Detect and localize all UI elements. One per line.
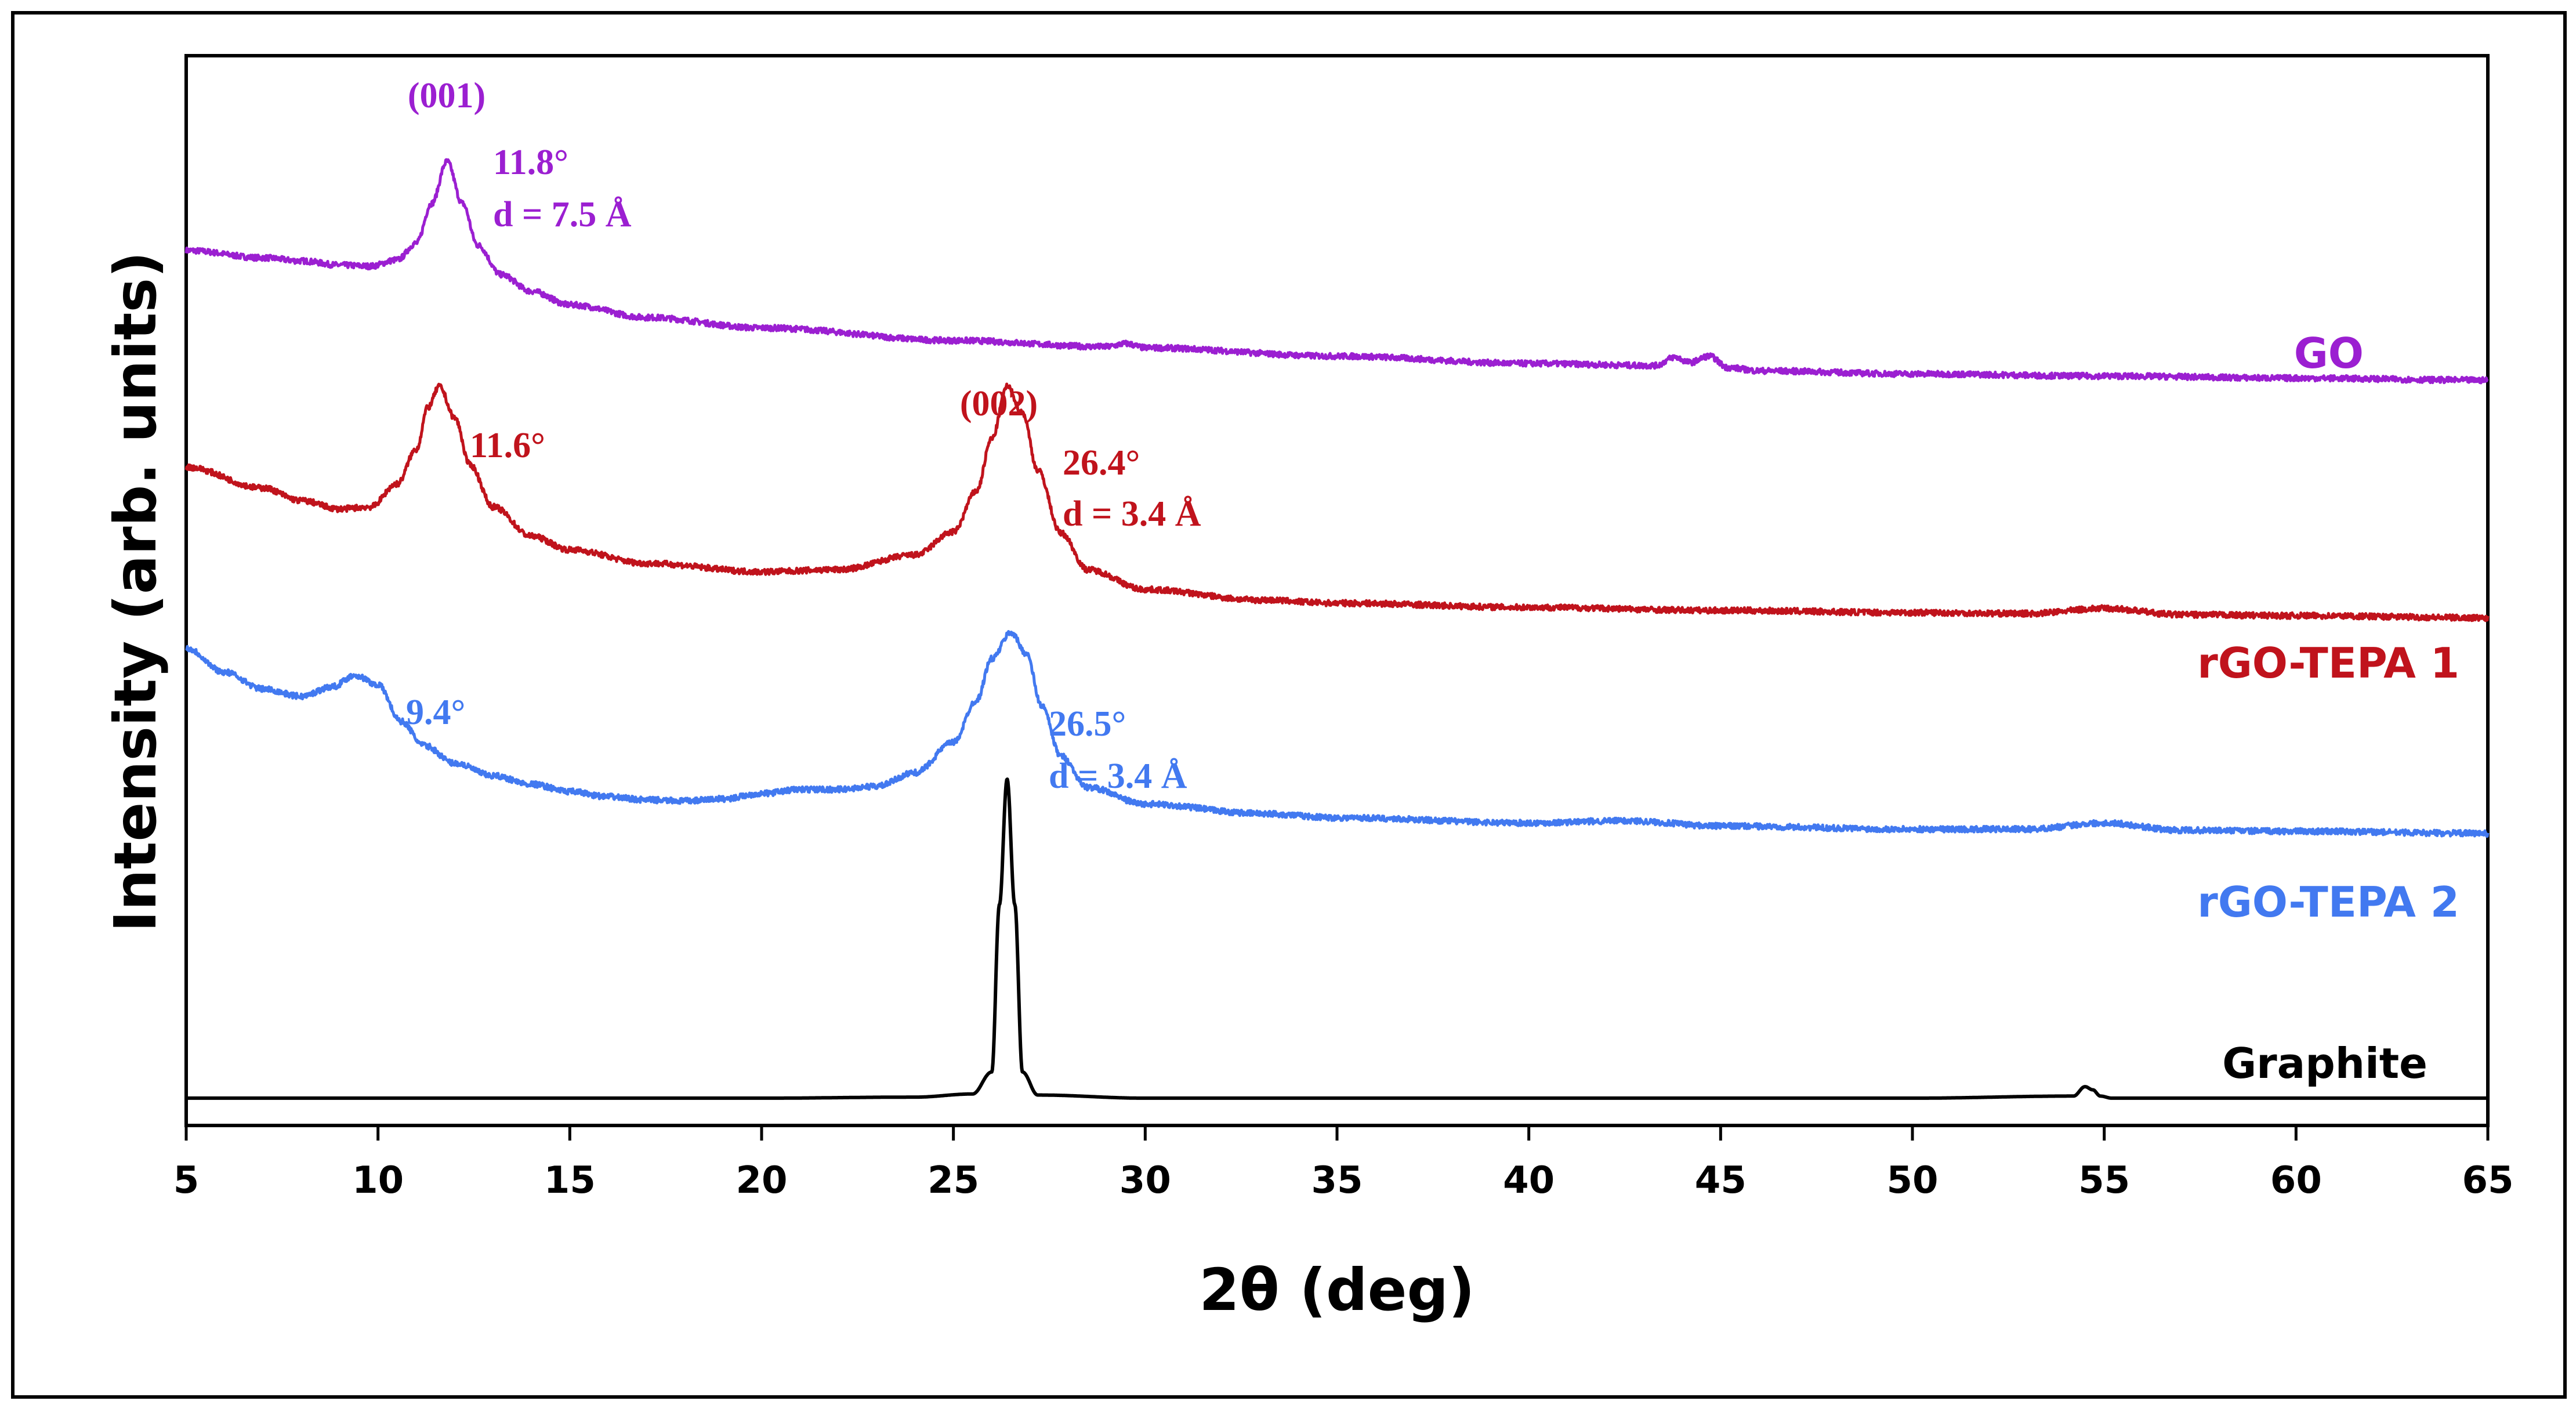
- x-axis-ticks: 5 10 15 20 25 30 35 40 45 50 55 60 65: [173, 1125, 2514, 1202]
- series-label: Graphite: [2222, 1039, 2428, 1088]
- peak-annotation: 9.4°: [406, 693, 465, 732]
- peak-annotation: 26.4°: [1063, 443, 1140, 483]
- series-line-go: [184, 158, 2489, 385]
- x-tick-label: 45: [1695, 1159, 1747, 1202]
- peak-annotation: (002): [960, 384, 1038, 424]
- peak-annotation: d = 3.4 Å: [1063, 494, 1201, 534]
- x-tick-label: 55: [2078, 1159, 2130, 1202]
- series-line-rgo-tepa-2: [185, 630, 2490, 838]
- series-line-graphite: [185, 777, 2489, 1100]
- peak-annotation: 11.6°: [470, 426, 545, 465]
- x-tick-label: 25: [927, 1159, 979, 1202]
- x-tick-label: 65: [2462, 1159, 2513, 1202]
- peak-annotation: d = 3.4 Å: [1049, 757, 1187, 796]
- series-label: GO: [2294, 329, 2364, 378]
- x-tick-label: 30: [1119, 1159, 1171, 1202]
- x-tick-label: 15: [544, 1159, 596, 1202]
- x-tick-label: 35: [1311, 1159, 1363, 1202]
- peak-annotation: 11.8°: [493, 143, 568, 182]
- series-label-layer: GO rGO-TEPA 1 rGO-TEPA 2 Graphite: [2197, 329, 2459, 1088]
- series-label: rGO-TEPA 1: [2197, 639, 2459, 687]
- x-axis-title: 2θ (deg): [1199, 1256, 1475, 1324]
- x-tick-label: 5: [173, 1159, 200, 1202]
- x-tick-label: 60: [2270, 1159, 2322, 1202]
- y-axis-title: Intensity (arb. units): [102, 251, 169, 932]
- annotation-layer: (001)11.8° d = 7.5 Å 11.6° (002) 26.4° d = 3.…: [406, 76, 1201, 796]
- x-tick-label: 50: [1886, 1159, 1938, 1202]
- peak-annotation: d = 7.5 Å: [493, 195, 632, 234]
- x-tick-label: 20: [736, 1159, 787, 1202]
- series-layer: [184, 158, 2490, 1100]
- series-line-rgo-tepa-1: [184, 382, 2490, 622]
- series-label: rGO-TEPA 2: [2197, 878, 2459, 926]
- peak-annotation: 26.5°: [1049, 704, 1126, 744]
- x-tick-label: 10: [352, 1159, 404, 1202]
- x-tick-label: 40: [1503, 1159, 1555, 1202]
- peak-annotation: (001): [408, 76, 486, 115]
- outer-frame: [11, 11, 2567, 1399]
